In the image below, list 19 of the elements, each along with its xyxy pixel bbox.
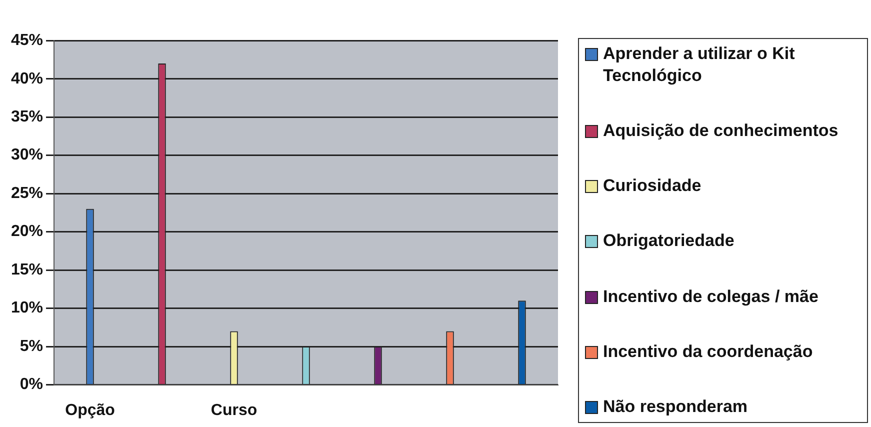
legend-label: Obrigatoriedade (603, 230, 734, 252)
legend-label: Aquisição de conhecimentos (603, 120, 838, 142)
y-tick-label: 30% (10, 146, 44, 164)
legend-label: Curiosidade (603, 175, 702, 198)
x-tick-label: Opção (65, 402, 116, 419)
y-tick-label: 5% (20, 338, 44, 355)
legend-label: Incentivo de colegas / mãe (603, 286, 818, 308)
y-tick-label: 20% (10, 223, 44, 240)
legend-label: Aprender a utilizar o Kit Tecnológico (603, 43, 796, 87)
legend-label: Incentivo da coordenação (603, 340, 813, 363)
y-tick-label: 40% (10, 70, 44, 88)
legend-label: Não responderam (603, 396, 748, 418)
y-tick-label: 0% (20, 376, 44, 394)
y-tick-label: 45% (10, 32, 44, 50)
y-tick-label: 10% (10, 300, 44, 317)
y-tick-label: 25% (10, 184, 44, 202)
y-tick-label: 35% (10, 108, 44, 126)
y-tick-label: 15% (10, 261, 44, 278)
x-tick-label: Curso (210, 402, 258, 419)
